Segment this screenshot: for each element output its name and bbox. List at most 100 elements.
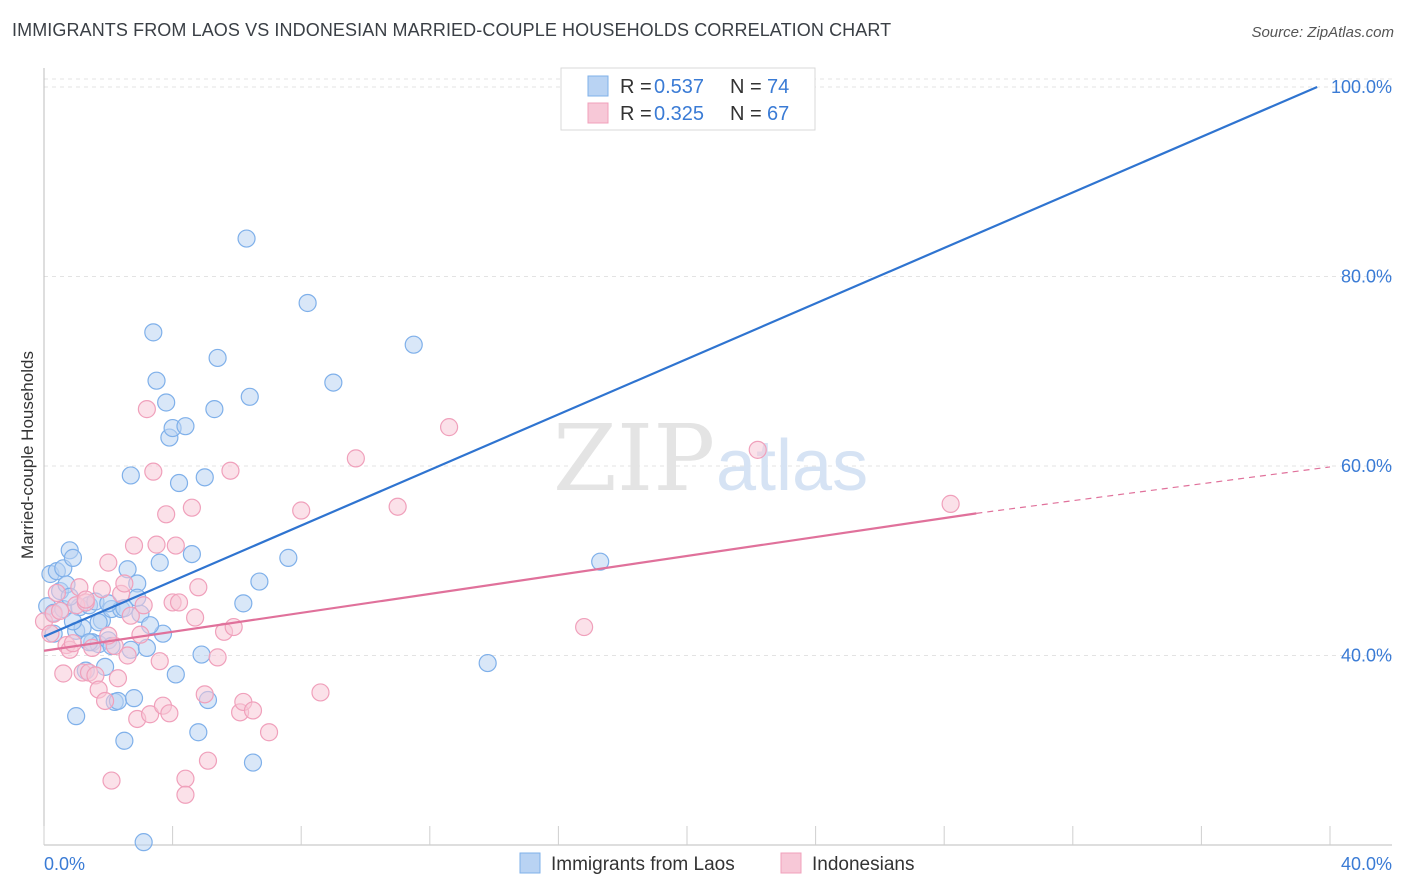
y-tick-labels: 40.0% 60.0% 80.0% 100.0%: [1331, 77, 1392, 666]
legend-r-value-laos: 0.537: [654, 76, 704, 98]
point-indonesians: [92, 580, 111, 599]
point-indonesians: [47, 583, 66, 603]
point-laos: [234, 594, 253, 613]
y-tick-label: 80.0%: [1341, 266, 1392, 286]
legend-r-value-indonesians: 0.325: [654, 103, 704, 125]
point-laos: [404, 335, 423, 354]
trend-line-indonesians-extension: [976, 466, 1331, 514]
y-tick-label: 60.0%: [1341, 456, 1392, 476]
point-indonesians: [147, 535, 166, 554]
point-indonesians: [195, 685, 214, 704]
watermark-atlas: atlas: [716, 426, 868, 506]
point-laos: [478, 653, 497, 673]
point-laos: [250, 572, 269, 591]
point-laos: [150, 553, 169, 572]
point-indonesians: [108, 669, 128, 688]
point-indonesians: [54, 664, 73, 683]
point-indonesians: [292, 501, 311, 520]
grid-lines: [44, 78, 1392, 656]
source-label: Source: ZipAtlas.com: [1251, 24, 1394, 41]
data-points: [34, 77, 960, 852]
point-indonesians: [169, 593, 189, 612]
point-laos: [240, 387, 259, 406]
point-laos: [144, 323, 163, 342]
point-indonesians: [121, 606, 140, 625]
point-laos: [169, 473, 189, 493]
trend-line-indonesians: [43, 512, 977, 652]
legend-swatch-indonesians: [587, 102, 609, 124]
point-indonesians: [150, 652, 169, 671]
point-indonesians: [439, 418, 459, 437]
point-indonesians: [221, 461, 240, 480]
point-indonesians: [99, 553, 118, 572]
point-indonesians: [134, 596, 153, 615]
point-indonesians: [166, 536, 185, 555]
point-indonesians: [115, 574, 134, 593]
point-indonesians: [198, 751, 218, 770]
point-laos: [189, 723, 208, 742]
point-laos: [324, 373, 343, 392]
point-indonesians: [243, 701, 263, 720]
point-laos: [67, 707, 86, 726]
legend-r-label-indonesians: R =: [620, 103, 652, 125]
point-indonesians: [388, 497, 407, 516]
point-indonesians: [208, 648, 227, 667]
point-indonesians: [95, 691, 115, 711]
point-laos: [63, 548, 83, 567]
y-axis-title: Married-couple Households: [18, 351, 37, 559]
y-tick-label: 100.0%: [1331, 77, 1392, 97]
point-indonesians: [140, 705, 160, 724]
watermark-zip: ZIP: [553, 405, 715, 512]
point-indonesians: [137, 400, 156, 419]
point-indonesians: [575, 617, 594, 637]
point-laos: [208, 348, 227, 368]
bottom-legend-label-indonesians: Indonesians: [812, 854, 914, 875]
point-indonesians: [186, 608, 205, 627]
point-indonesians: [102, 771, 121, 790]
point-indonesians: [189, 578, 208, 597]
point-laos: [182, 544, 201, 564]
point-laos: [192, 645, 211, 664]
point-indonesians: [144, 462, 163, 481]
point-indonesians: [63, 634, 83, 653]
point-indonesians: [346, 449, 365, 468]
point-laos: [134, 833, 153, 852]
legend-box: R = 0.537 N = 74 R = 0.325 N = 67: [560, 67, 816, 131]
legend-swatch-laos: [587, 75, 609, 97]
legend-n-label-indonesians: N =: [730, 103, 762, 125]
point-laos: [166, 665, 185, 684]
legend-n-value-laos: 74: [767, 76, 789, 98]
bottom-legend-label-laos: Immigrants from Laos: [551, 854, 735, 875]
point-laos: [298, 293, 317, 313]
point-laos: [237, 229, 256, 248]
legend-n-label-laos: N =: [730, 76, 762, 98]
point-indonesians: [311, 683, 330, 702]
trend-lines: [43, 85, 1331, 652]
point-laos: [121, 466, 140, 485]
point-indonesians: [748, 440, 767, 459]
point-indonesians: [176, 785, 195, 804]
x-tick-label-max: 40.0%: [1341, 854, 1392, 874]
point-laos: [195, 468, 214, 487]
point-laos: [176, 417, 195, 436]
bottom-legend: Immigrants from Laos Indonesians: [519, 852, 914, 875]
point-laos: [157, 393, 176, 412]
point-indonesians: [50, 601, 70, 621]
legend-r-label-laos: R =: [620, 76, 652, 98]
point-laos: [124, 689, 144, 708]
point-indonesians: [124, 536, 144, 555]
point-laos: [205, 400, 224, 419]
x-tick-label-min: 0.0%: [44, 854, 85, 874]
point-laos: [147, 371, 166, 390]
point-laos: [279, 548, 298, 567]
point-indonesians: [76, 590, 95, 609]
chart-title: IMMIGRANTS FROM LAOS VS INDONESIAN MARRI…: [12, 20, 892, 40]
bottom-legend-swatch-laos: [519, 852, 541, 874]
trend-line-laos: [43, 85, 1318, 638]
point-laos: [115, 731, 134, 750]
point-indonesians: [941, 494, 960, 513]
axes: [43, 68, 1392, 846]
point-indonesians: [157, 505, 176, 524]
watermark: ZIP atlas: [553, 405, 868, 512]
